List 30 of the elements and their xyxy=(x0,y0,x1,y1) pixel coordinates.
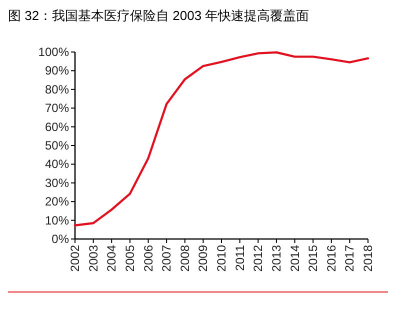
line-series xyxy=(74,51,370,226)
x-tick-label: 2002 xyxy=(68,244,82,272)
x-tick-label: 2008 xyxy=(178,244,192,272)
x-tick-label: 2006 xyxy=(141,244,156,272)
chart-title: 图 32：我国基本医疗保险自 2003 年快速提高覆盖面 xyxy=(8,8,310,23)
x-tick-label: 2016 xyxy=(324,244,338,272)
x-tick-label: 2018 xyxy=(361,244,375,272)
x-tick-label: 2011 xyxy=(232,244,247,271)
y-tick-label: 40% xyxy=(44,157,70,172)
x-tick-label: 2013 xyxy=(269,244,284,272)
y-tick-label: 0% xyxy=(52,232,70,246)
x-tick-label: 2004 xyxy=(104,244,119,272)
x-tick-label: 2014 xyxy=(288,244,302,272)
y-tick-label: 100% xyxy=(38,45,70,59)
y-tick-label: 60% xyxy=(44,120,70,134)
x-tick-label: 2003 xyxy=(86,244,100,272)
x-tick-label: 2012 xyxy=(251,244,266,272)
x-tick-label: 2015 xyxy=(306,244,320,272)
x-tick-label: 2010 xyxy=(214,244,228,272)
y-tick-label: 70% xyxy=(44,101,70,116)
x-tick-label: 2009 xyxy=(196,244,210,272)
y-tick-label: 10% xyxy=(44,213,70,228)
y-tick-label: 90% xyxy=(44,64,70,78)
y-tick-label: 30% xyxy=(44,176,70,190)
y-tick-label: 50% xyxy=(44,138,70,152)
x-tick-label: 2017 xyxy=(342,244,357,272)
x-tick-label: 2007 xyxy=(160,244,174,272)
x-tick-label: 2005 xyxy=(122,244,137,272)
y-tick-label: 20% xyxy=(44,194,70,209)
y-tick-label: 80% xyxy=(44,82,70,96)
